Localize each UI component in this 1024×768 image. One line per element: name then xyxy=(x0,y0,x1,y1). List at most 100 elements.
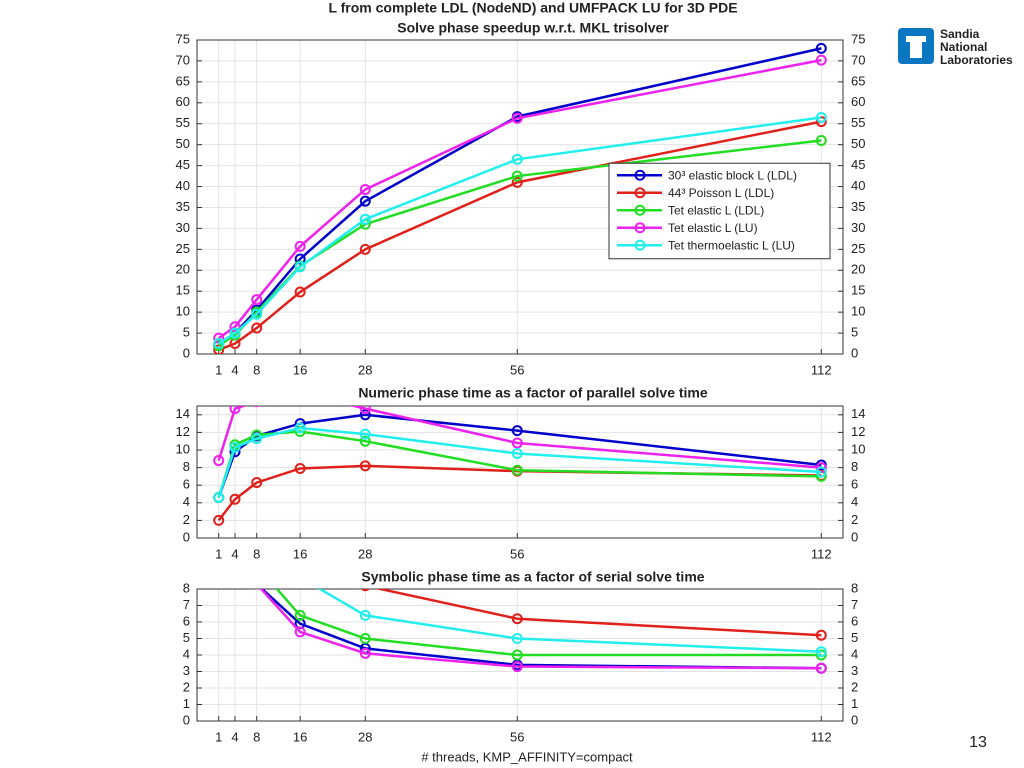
y2-tick-label: 35 xyxy=(851,199,865,214)
logo-text: Laboratories xyxy=(940,53,1013,67)
data-point xyxy=(252,561,261,570)
y2-tick-label: 6 xyxy=(851,477,858,492)
y-tick-label: 6 xyxy=(183,477,190,492)
data-point xyxy=(359,213,371,225)
data-point xyxy=(815,462,827,474)
y2-tick-label: 4 xyxy=(851,646,858,661)
y-tick-label: 15 xyxy=(176,283,190,298)
y-tick-label: 8 xyxy=(183,580,190,595)
data-point xyxy=(213,455,225,467)
y2-tick-label: 45 xyxy=(851,157,865,172)
data-point xyxy=(815,629,827,641)
data-point xyxy=(213,514,225,526)
y-tick-label: 55 xyxy=(176,115,190,130)
data-point xyxy=(213,338,225,350)
x-tick-label: 8 xyxy=(253,546,260,561)
data-point xyxy=(511,176,523,188)
x-tick-label: 4 xyxy=(231,362,238,377)
series-group xyxy=(213,406,827,526)
y-tick-label: 3 xyxy=(183,663,190,678)
series-line xyxy=(259,589,822,670)
y2-tick-label: 10 xyxy=(851,304,865,319)
y2-tick-label: 15 xyxy=(851,283,865,298)
y-tick-label: 50 xyxy=(176,136,190,151)
y-tick-label: 14 xyxy=(176,406,190,421)
y-tick-label: 70 xyxy=(176,52,190,67)
x-tick-label: 28 xyxy=(358,729,372,744)
data-point xyxy=(294,286,306,298)
y2-tick-label: 0 xyxy=(851,712,858,727)
y2-tick-label: 3 xyxy=(851,663,858,678)
x-tick-label: 1 xyxy=(215,729,222,744)
data-point xyxy=(254,589,260,590)
y-tick-label: 25 xyxy=(176,241,190,256)
y-tick-label: 7 xyxy=(183,597,190,612)
y-tick-label: 45 xyxy=(176,157,190,172)
x-tick-label: 28 xyxy=(358,546,372,561)
data-point xyxy=(815,54,827,66)
series-line xyxy=(218,58,822,340)
data-point xyxy=(251,308,263,320)
plot-frame xyxy=(196,39,844,355)
legend: 30³ elastic block L (LDL) 44³ Poisson L (… xyxy=(608,162,831,260)
y2-tick-label: 50 xyxy=(851,136,865,151)
y-tick-label: 6 xyxy=(183,613,190,628)
legend-label: Tet elastic L (LU) xyxy=(668,221,758,235)
chart-title: L from complete LDL (NodeND) and UMFPACK… xyxy=(328,0,737,16)
legend-marker xyxy=(634,222,646,234)
y-tick-label: 0 xyxy=(183,345,190,360)
y-tick-label: 4 xyxy=(183,494,190,509)
data-point xyxy=(815,646,827,658)
slide-number: 13 xyxy=(969,734,987,751)
x-tick-label: 56 xyxy=(510,362,524,377)
logo-text: National xyxy=(940,40,987,54)
data-point xyxy=(511,170,523,182)
data-point xyxy=(360,589,370,592)
data-point xyxy=(815,134,827,146)
logo-text: Sandia xyxy=(940,27,980,41)
series-line xyxy=(275,589,822,657)
series-line xyxy=(374,589,822,637)
y2-tick-label: 55 xyxy=(851,115,865,130)
y2-tick-label: 5 xyxy=(851,325,858,340)
data-point xyxy=(359,409,371,421)
data-point xyxy=(815,662,827,674)
data-point xyxy=(511,649,523,661)
y2-tick-label: 20 xyxy=(851,262,865,277)
plot-frame xyxy=(196,405,844,539)
data-point xyxy=(815,111,827,123)
data-point xyxy=(253,406,261,408)
plot-frame xyxy=(196,588,844,722)
data-point xyxy=(359,428,371,440)
y-tick-label: 8 xyxy=(183,459,190,474)
y2-tick-label: 5 xyxy=(851,630,858,645)
x-tick-label: 4 xyxy=(231,729,238,744)
x-tick-label: 28 xyxy=(358,362,372,377)
data-point xyxy=(359,183,371,195)
data-point xyxy=(254,589,260,590)
data-point xyxy=(294,462,306,474)
data-point xyxy=(511,661,523,673)
y-tick-label: 60 xyxy=(176,94,190,109)
x-tick-label: 16 xyxy=(293,546,307,561)
legend-label: Tet elastic L (LDL) xyxy=(668,203,764,217)
data-point xyxy=(294,253,306,265)
data-point xyxy=(359,647,371,659)
data-point xyxy=(359,460,371,472)
x-tick-label: 16 xyxy=(293,362,307,377)
x-tick-label: 112 xyxy=(811,546,832,561)
legend-marker xyxy=(634,187,646,199)
data-point xyxy=(359,243,371,255)
x-tick-label: 16 xyxy=(293,729,307,744)
data-point xyxy=(511,464,523,476)
y2-tick-label: 25 xyxy=(851,241,865,256)
y2-tick-label: 0 xyxy=(851,529,858,544)
y2-tick-label: 70 xyxy=(851,52,865,67)
data-point xyxy=(294,626,306,638)
series-line xyxy=(217,426,822,498)
y-tick-label: 65 xyxy=(176,73,190,88)
series-group xyxy=(252,561,827,674)
data-point xyxy=(294,609,306,621)
